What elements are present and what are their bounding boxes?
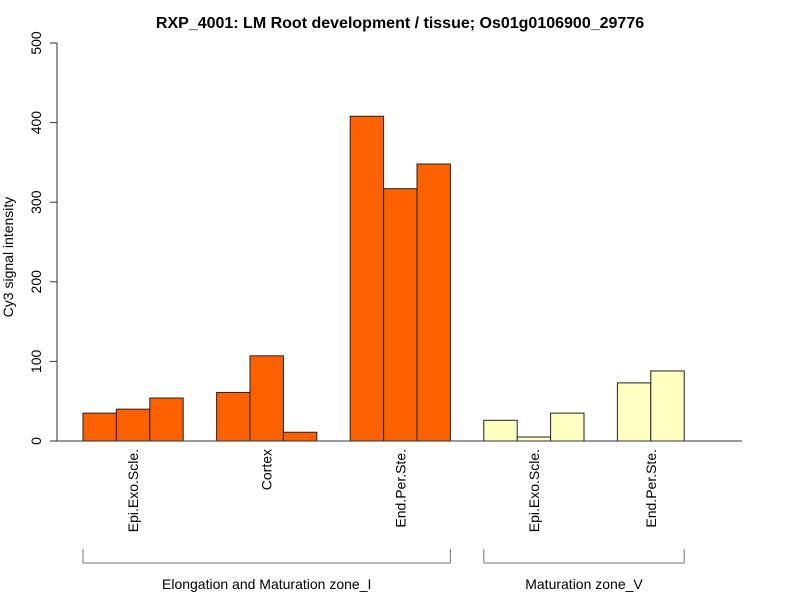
group-label: Elongation and Maturation zone_I <box>162 576 371 592</box>
category-labels: Epi.Exo.Scle. Cortex End.Per.Ste. Epi.Exo.S… <box>125 449 659 532</box>
y-axis-title: Cy3 signal intensity <box>0 197 16 318</box>
bar <box>82 412 117 442</box>
bar <box>249 355 284 442</box>
bar <box>149 397 184 442</box>
y-tick-label: 300 <box>28 190 44 214</box>
bar <box>650 370 685 442</box>
category-label: End.Per.Ste. <box>392 449 408 528</box>
y-tick-label: 100 <box>28 350 44 374</box>
category-label: End.Per.Ste. <box>643 449 659 528</box>
bars <box>82 115 685 442</box>
bar <box>383 188 418 442</box>
bar <box>416 163 451 442</box>
group-brackets: Elongation and Maturation zone_I Maturati… <box>82 549 685 592</box>
category-label: Epi.Exo.Scle. <box>526 449 542 532</box>
category-label: Epi.Exo.Scle. <box>125 449 141 532</box>
y-axis: 0 100 200 300 400 500 <box>28 31 58 445</box>
group-label: Maturation zone_V <box>525 576 643 592</box>
group-bracket <box>483 549 685 564</box>
y-tick-label: 500 <box>28 31 44 55</box>
bar <box>216 391 251 442</box>
y-tick-label: 400 <box>28 111 44 135</box>
y-tick-label: 0 <box>28 437 44 445</box>
bar <box>516 436 552 442</box>
bar <box>483 419 518 442</box>
category-label: Cortex <box>259 449 275 490</box>
bar <box>282 431 318 442</box>
chart-title: RXP_4001: LM Root development / tissue; … <box>156 15 644 32</box>
y-tick-label: 200 <box>28 270 44 294</box>
bar <box>550 412 585 442</box>
bar <box>349 115 385 442</box>
bar <box>616 382 652 442</box>
group-bracket <box>82 549 451 564</box>
bar <box>115 408 151 442</box>
